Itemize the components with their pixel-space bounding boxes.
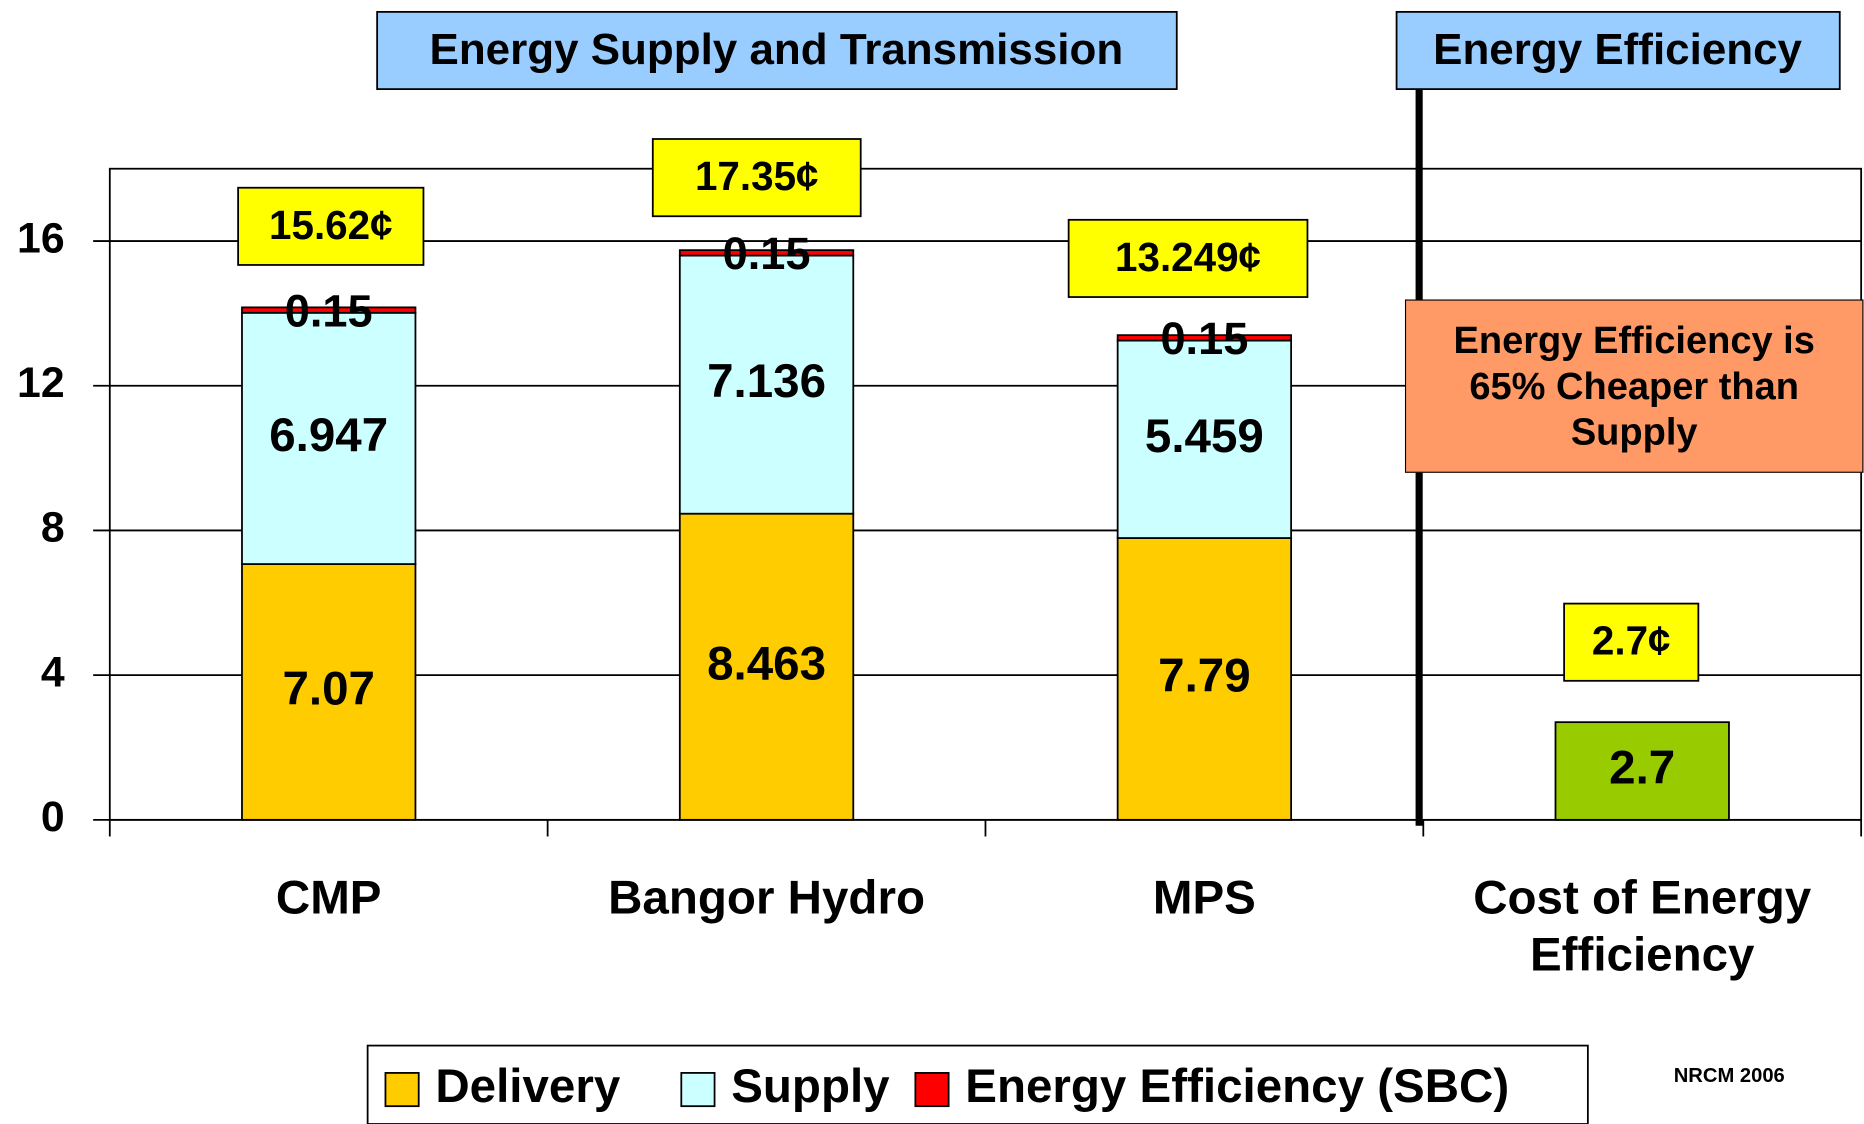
total-label-box xyxy=(1067,218,1309,298)
y-tick-label: 0 xyxy=(41,793,65,841)
bar-segment xyxy=(1116,334,1293,342)
bar-segment xyxy=(241,311,417,565)
x-tick-label: Bangor Hydro xyxy=(608,872,925,925)
x-tick-label: CMP xyxy=(275,872,382,925)
value-label: 7.136 xyxy=(707,355,826,408)
y-tick-label: 4 xyxy=(41,648,65,696)
legend-box xyxy=(366,1044,1589,1124)
annotation: Energy Efficiency is 65% Cheaper than Su… xyxy=(1404,299,1864,473)
bar-segment xyxy=(1116,339,1293,539)
value-label: 7.79 xyxy=(1158,649,1250,702)
y-tick-label: 16 xyxy=(17,214,65,262)
x-tick-label: Cost of Energy Efficiency xyxy=(1473,872,1812,982)
x-tick-label-box: Cost of Energy Efficiency xyxy=(1473,872,1812,982)
total-label: 2.7¢ xyxy=(1592,618,1671,664)
x-tick-label: MPS xyxy=(1152,872,1256,925)
legend-swatch xyxy=(680,1072,716,1108)
total-label: 15.62¢ xyxy=(269,202,393,248)
bar-segment xyxy=(678,249,855,257)
bar xyxy=(1554,721,1730,821)
bar-segment xyxy=(241,563,417,821)
bar-segment xyxy=(678,254,855,515)
value-label: 6.947 xyxy=(269,409,388,462)
legend-label: Supply xyxy=(731,1060,890,1113)
value-label: 2.7 xyxy=(1609,742,1675,795)
value-label: 0.15 xyxy=(1160,313,1248,364)
total-label-box xyxy=(1563,602,1700,682)
value-label: 0.15 xyxy=(723,228,811,279)
x-tick-label-box: CMP xyxy=(275,872,382,925)
annotation-box: Energy Efficiency is 65% Cheaper than Su… xyxy=(1404,299,1864,473)
total-label-box xyxy=(237,186,425,266)
panel-title: Energy Supply and Transmission xyxy=(430,25,1124,74)
x-tick-label-box: Bangor Hydro xyxy=(608,872,925,925)
legend-swatch xyxy=(914,1072,950,1108)
legend-swatch xyxy=(384,1072,420,1108)
value-label: 0.15 xyxy=(285,285,373,336)
panel-title-box xyxy=(1395,10,1841,91)
value-label: 8.463 xyxy=(707,637,826,690)
bar-segment xyxy=(241,306,417,314)
bar-segment xyxy=(1116,537,1293,821)
total-label: 17.35¢ xyxy=(695,153,818,199)
legend-label: Delivery xyxy=(435,1060,620,1113)
source: NRCM 2006 xyxy=(1674,1065,1785,1087)
panel-title: Energy Efficiency xyxy=(1433,25,1802,74)
total-label: 13.249¢ xyxy=(1115,234,1261,280)
value-label: 5.459 xyxy=(1145,410,1264,463)
bar-segment xyxy=(678,512,855,821)
legend-label: Energy Efficiency (SBC) xyxy=(965,1060,1509,1113)
panel-title-box xyxy=(376,10,1178,91)
total-label-box xyxy=(651,138,862,218)
x-tick-label-box: MPS xyxy=(1152,872,1256,925)
legend: Delivery Supply Energy Efficiency (SBC) xyxy=(384,1060,1509,1113)
value-label: 7.07 xyxy=(282,663,374,716)
y-tick-label: 12 xyxy=(17,359,65,407)
y-tick-label: 8 xyxy=(41,504,65,552)
